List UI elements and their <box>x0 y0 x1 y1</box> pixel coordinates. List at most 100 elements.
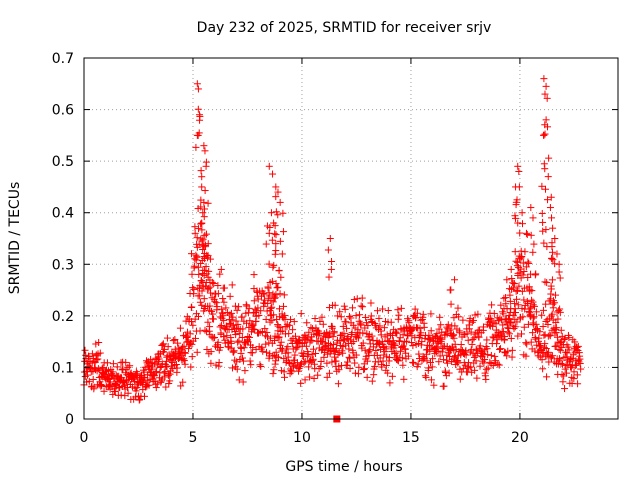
data-point <box>422 373 430 381</box>
data-point <box>93 356 101 364</box>
data-point <box>446 286 454 294</box>
data-point <box>174 339 182 347</box>
data-point <box>387 318 395 326</box>
data-point <box>459 316 467 324</box>
data-point <box>470 353 478 361</box>
plot-frame <box>83 57 619 420</box>
data-point <box>518 220 526 228</box>
data-point <box>216 323 224 331</box>
data-point <box>180 355 188 363</box>
data-point <box>267 209 275 217</box>
data-point <box>511 212 519 220</box>
data-point <box>198 219 206 227</box>
data-point <box>239 354 247 362</box>
data-point <box>192 143 200 151</box>
data-point <box>508 275 516 283</box>
data-point <box>423 357 431 365</box>
data-point <box>512 201 520 209</box>
data-point <box>232 317 240 325</box>
data-point <box>541 185 549 193</box>
data-point <box>199 209 207 217</box>
data-point <box>204 240 212 248</box>
data-point <box>471 366 479 374</box>
data-point <box>352 351 360 359</box>
data-point <box>150 371 158 379</box>
data-point <box>372 346 380 354</box>
data-point <box>574 380 582 388</box>
data-point <box>227 339 235 347</box>
data-point <box>482 365 490 373</box>
data-point <box>269 263 277 271</box>
data-point <box>180 342 188 350</box>
data-point <box>346 336 354 344</box>
data-point <box>326 235 334 242</box>
data-point <box>276 198 284 206</box>
data-point <box>556 339 564 347</box>
data-point <box>511 305 519 313</box>
data-point <box>408 338 416 346</box>
data-point <box>205 306 213 314</box>
data-point <box>193 243 201 251</box>
data-point <box>241 367 249 375</box>
data-point <box>324 246 332 254</box>
data-point <box>358 294 366 302</box>
data-point <box>433 343 441 351</box>
data-point <box>518 252 526 260</box>
data-point <box>539 323 547 331</box>
data-point <box>246 357 254 365</box>
data-point <box>510 324 518 332</box>
data-point <box>502 300 510 308</box>
data-point <box>451 340 459 348</box>
data-point <box>528 296 536 304</box>
data-point <box>348 304 356 312</box>
data-point <box>513 196 521 204</box>
data-point <box>135 396 143 404</box>
data-point <box>523 231 531 239</box>
data-point <box>551 260 559 268</box>
data-point <box>281 323 289 331</box>
data-point <box>512 183 520 191</box>
data-point <box>565 334 573 342</box>
data-point <box>277 273 285 281</box>
data-point <box>536 342 544 350</box>
data-point <box>446 326 454 334</box>
data-point <box>454 359 462 367</box>
data-point <box>265 162 273 170</box>
data-point <box>463 330 471 338</box>
data-point <box>304 350 312 358</box>
data-point <box>548 243 556 251</box>
data-point <box>275 353 283 361</box>
data-point <box>553 250 561 258</box>
data-point <box>353 295 361 303</box>
data-point <box>426 347 434 355</box>
data-point <box>350 338 358 346</box>
data-point <box>197 203 205 211</box>
data-point <box>343 358 351 366</box>
data-point <box>541 90 549 98</box>
data-point <box>574 342 582 350</box>
data-point <box>277 338 285 346</box>
data-point <box>408 325 416 333</box>
data-point <box>539 306 547 314</box>
data-point <box>538 311 546 319</box>
data-point <box>359 303 367 311</box>
data-point <box>222 304 230 312</box>
data-point <box>394 306 402 314</box>
data-point <box>296 361 304 369</box>
data-point <box>538 356 546 364</box>
data-point <box>126 362 134 370</box>
data-point <box>311 314 319 322</box>
data-point <box>267 296 275 304</box>
data-point <box>547 193 555 201</box>
data-point <box>492 357 500 365</box>
data-point <box>272 208 280 216</box>
data-point <box>511 323 519 331</box>
data-point <box>198 237 206 245</box>
data-point <box>308 336 316 344</box>
x-tick-label: 20 <box>511 430 529 446</box>
data-point <box>425 335 433 343</box>
data-point <box>506 291 514 299</box>
data-point <box>546 204 554 212</box>
data-point <box>245 323 253 331</box>
